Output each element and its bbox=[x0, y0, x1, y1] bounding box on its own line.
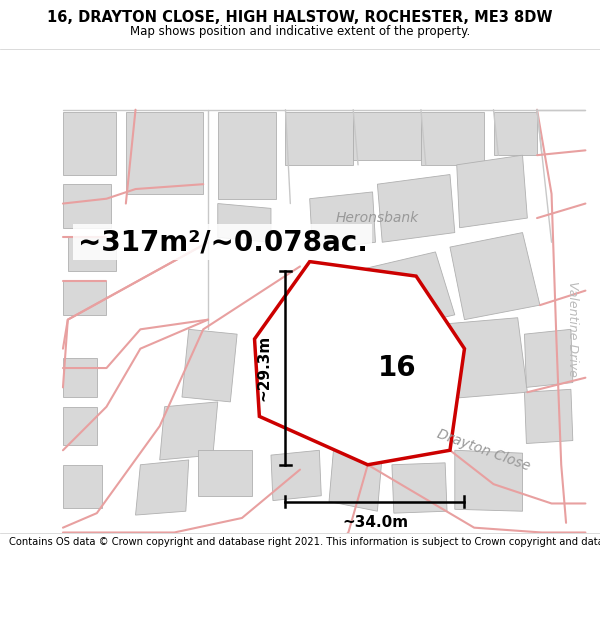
Polygon shape bbox=[182, 329, 237, 402]
Polygon shape bbox=[421, 112, 484, 165]
Text: Drayton Close: Drayton Close bbox=[436, 427, 532, 474]
Text: Contains OS data © Crown copyright and database right 2021. This information is : Contains OS data © Crown copyright and d… bbox=[9, 538, 600, 548]
Text: 16, DRAYTON CLOSE, HIGH HALSTOW, ROCHESTER, ME3 8DW: 16, DRAYTON CLOSE, HIGH HALSTOW, ROCHEST… bbox=[47, 10, 553, 25]
Text: ~29.3m: ~29.3m bbox=[257, 335, 272, 401]
Polygon shape bbox=[63, 184, 112, 228]
Polygon shape bbox=[63, 112, 116, 174]
Polygon shape bbox=[377, 174, 455, 242]
Text: Heronsbank: Heronsbank bbox=[336, 211, 419, 225]
Polygon shape bbox=[286, 112, 353, 165]
Text: Valentine Drive: Valentine Drive bbox=[566, 281, 580, 378]
Polygon shape bbox=[457, 155, 527, 228]
Polygon shape bbox=[310, 192, 376, 250]
Polygon shape bbox=[392, 463, 447, 513]
Polygon shape bbox=[218, 204, 271, 242]
Polygon shape bbox=[63, 358, 97, 397]
Polygon shape bbox=[63, 281, 107, 315]
Text: ~34.0m: ~34.0m bbox=[342, 516, 408, 531]
Polygon shape bbox=[63, 465, 101, 508]
Polygon shape bbox=[439, 318, 527, 399]
Polygon shape bbox=[199, 450, 251, 496]
Polygon shape bbox=[68, 238, 116, 271]
Polygon shape bbox=[160, 402, 218, 460]
Text: 16: 16 bbox=[377, 354, 416, 382]
Polygon shape bbox=[136, 460, 189, 515]
Polygon shape bbox=[126, 112, 203, 194]
Polygon shape bbox=[455, 450, 523, 511]
Polygon shape bbox=[254, 262, 464, 465]
Polygon shape bbox=[494, 112, 537, 155]
Text: Map shows position and indicative extent of the property.: Map shows position and indicative extent… bbox=[130, 25, 470, 38]
Polygon shape bbox=[271, 450, 321, 501]
Polygon shape bbox=[63, 407, 97, 446]
Polygon shape bbox=[353, 252, 455, 334]
Text: ~317m²/~0.078ac.: ~317m²/~0.078ac. bbox=[77, 228, 368, 256]
Polygon shape bbox=[349, 334, 436, 407]
Polygon shape bbox=[524, 329, 573, 388]
Polygon shape bbox=[524, 389, 573, 444]
Polygon shape bbox=[450, 232, 540, 319]
Polygon shape bbox=[329, 446, 382, 511]
Polygon shape bbox=[218, 112, 276, 199]
Polygon shape bbox=[353, 112, 421, 160]
